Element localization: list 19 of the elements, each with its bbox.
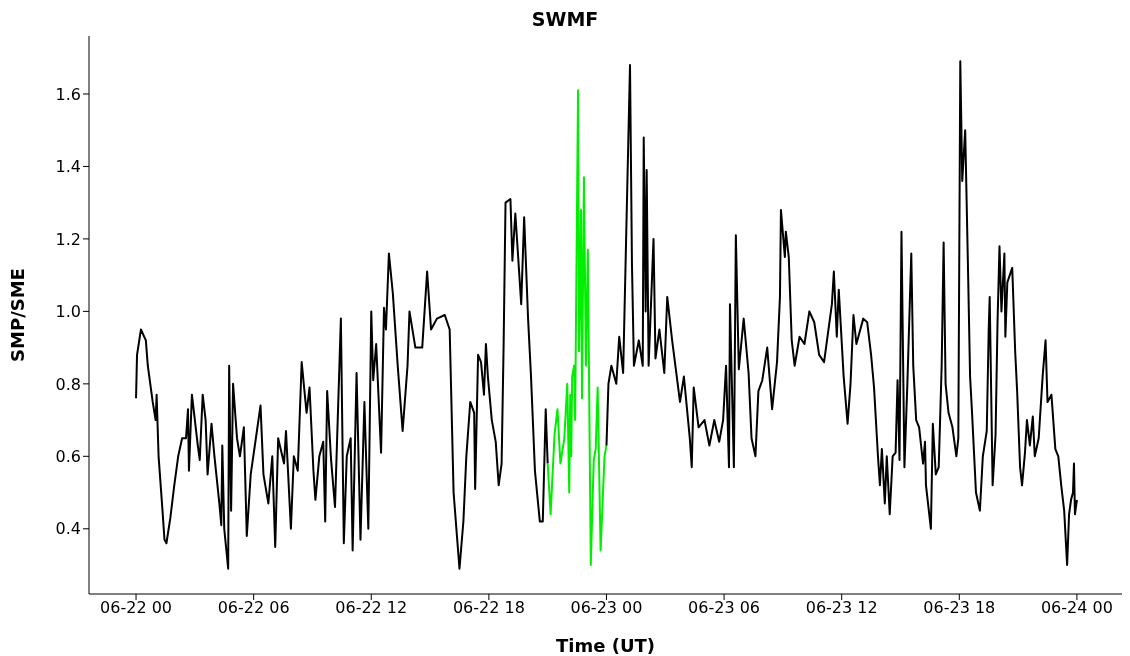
x-tick-label: 06-23 18: [923, 598, 996, 618]
x-tick-label: 06-22 12: [335, 598, 408, 618]
x-tick-label: 06-23 00: [570, 598, 643, 618]
x-tick-label: 06-23 12: [805, 598, 878, 618]
y-tick-label: 1.4: [55, 157, 81, 177]
x-tick-label: 06-22 18: [452, 598, 525, 618]
x-tick-label: 06-22 06: [217, 598, 290, 618]
y-tick-label: 1.0: [55, 302, 81, 322]
x-axis-title: Time (UT): [555, 635, 656, 656]
y-tick-label: 1.2: [55, 229, 81, 249]
x-tick-label: 06-24 00: [1040, 598, 1113, 618]
y-tick-label: 0.4: [55, 519, 81, 539]
chart-title: SWMF: [530, 8, 600, 32]
y-tick-label: 1.6: [55, 84, 81, 104]
x-tick-label: 06-22 00: [100, 598, 173, 618]
y-tick-label: 0.6: [55, 446, 81, 466]
y-axis-title: SMP/SME: [7, 268, 29, 362]
x-tick-label: 06-23 06: [688, 598, 761, 618]
y-tick-label: 0.8: [55, 374, 81, 394]
